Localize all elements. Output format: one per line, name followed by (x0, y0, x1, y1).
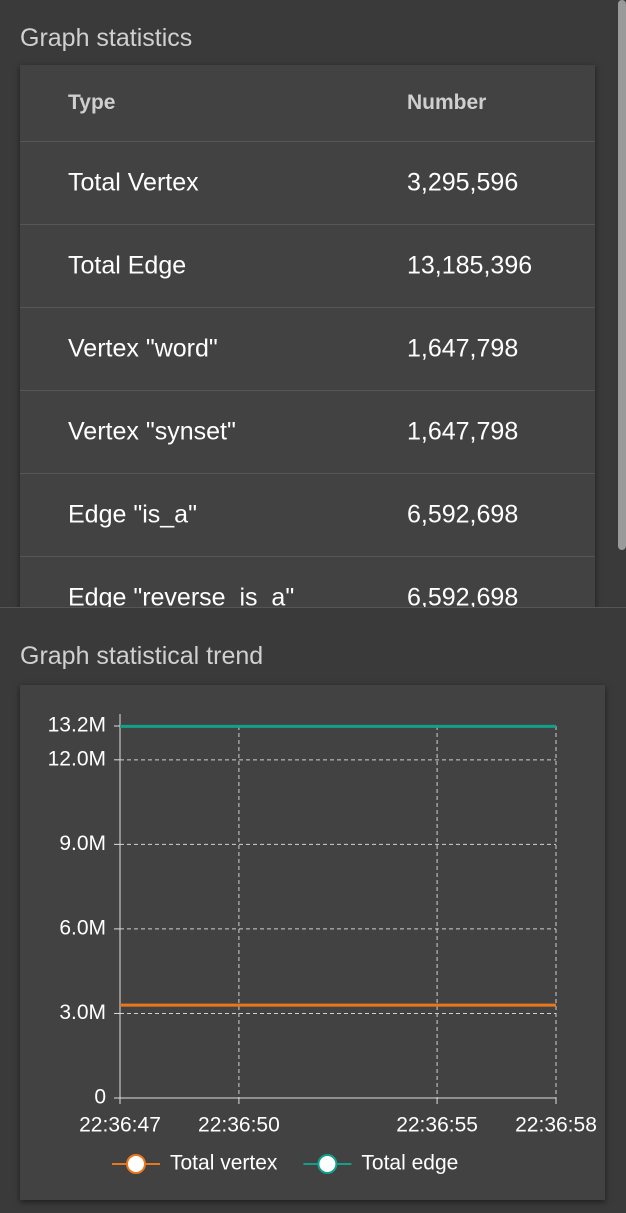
header-cell: Type (68, 91, 116, 114)
x-tick-label: 22:36:50 (198, 1114, 280, 1137)
y-tick-label: 13.2M (48, 714, 106, 737)
statistics-panel: Graph statistics Type Number Total Vertex 3… (20, 0, 626, 607)
x-tick-label: 22:36:47 (79, 1114, 161, 1137)
statistics-table: Type Number Total Vertex 3,295,596 Total Edg… (20, 65, 595, 607)
table-header: Type Number (20, 65, 595, 142)
table-row: Total Vertex 3,295,596 (20, 142, 595, 225)
panel-title: Graph statistical trend (20, 642, 264, 670)
legend-marker (317, 1154, 338, 1174)
x-tick-label: 22:36:58 (515, 1114, 597, 1137)
scrollbar[interactable] (618, 0, 626, 550)
legend-marker (126, 1154, 146, 1174)
table-cell: 3,295,596 (407, 168, 519, 197)
table-cell: Vertex "synset" (68, 417, 236, 446)
chart: 0 3.0M 6.0M 9.0M 12.0M 13.2M 22:36:47 22:36:50 2… (20, 685, 605, 1200)
table-row: Vertex "synset" 1,647,798 (20, 391, 595, 474)
legend-label: Total vertex (170, 1152, 278, 1175)
legend-label: Total edge (361, 1152, 458, 1175)
table-row: Edge "reverse_is_a" 6,592,698 (20, 557, 595, 608)
table-cell: Total Edge (68, 251, 187, 280)
table-cell: Total Vertex (68, 168, 199, 197)
panel-title: Graph statistics (20, 24, 193, 52)
y-tick-label: 0 (94, 1086, 106, 1109)
table-cell: 1,647,798 (407, 334, 519, 363)
table-row: Total Edge 13,185,396 (20, 225, 595, 308)
table-cell: Edge "reverse_is_a" (68, 583, 295, 608)
y-tick-label: 9.0M (59, 832, 106, 855)
table-cell: Vertex "word" (68, 334, 218, 363)
table-cell: Edge "is_a" (68, 500, 197, 529)
y-tick-label: 6.0M (59, 916, 106, 939)
table-cell: 6,592,698 (407, 500, 519, 529)
table-cell: 6,592,698 (407, 583, 519, 608)
x-tick-label: 22:36:55 (396, 1114, 478, 1137)
table-row: Edge "is_a" 6,592,698 (20, 474, 595, 557)
y-tick-label: 12.0M (48, 747, 106, 770)
table-cell: 1,647,798 (407, 417, 519, 446)
table-cell: 13,185,396 (407, 251, 533, 280)
header-cell: Number (407, 91, 487, 114)
table-row: Vertex "word" 1,647,798 (20, 308, 595, 391)
y-tick-label: 3.0M (59, 1001, 106, 1024)
